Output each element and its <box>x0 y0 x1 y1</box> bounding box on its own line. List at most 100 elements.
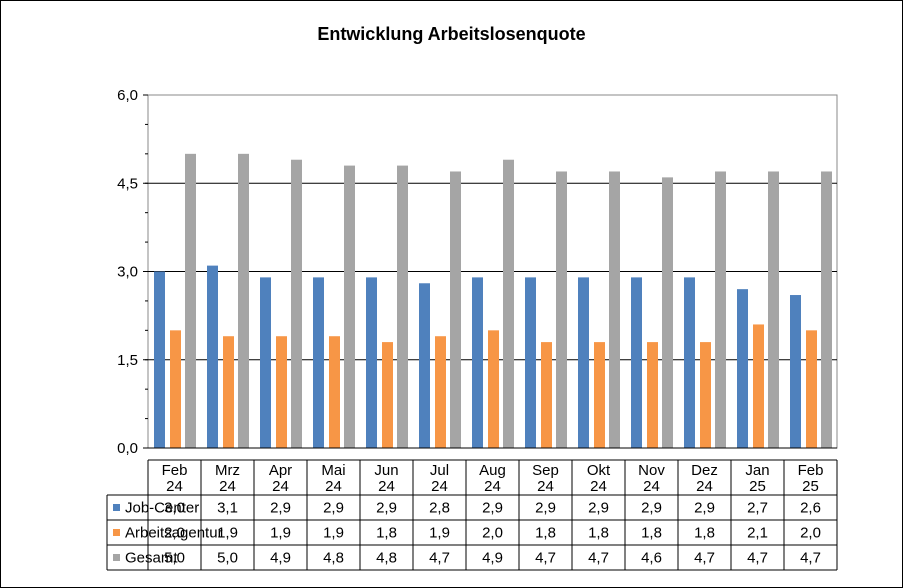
bar <box>238 153 249 449</box>
x-tick-label: Jan <box>745 462 769 479</box>
x-tick-label: 24 <box>378 478 395 495</box>
bar <box>631 277 642 448</box>
data-label: 1,8 <box>641 525 662 542</box>
bar <box>488 330 499 448</box>
bar <box>154 271 165 448</box>
data-label: 3,1 <box>217 500 238 517</box>
bar <box>435 336 446 448</box>
bar <box>662 177 673 448</box>
bar <box>594 342 605 448</box>
bar <box>291 159 302 448</box>
x-tick-label: 25 <box>749 478 766 495</box>
bar <box>647 342 658 448</box>
data-label: 1,9 <box>429 525 450 542</box>
y-tick-label: 6,0 <box>117 87 138 104</box>
data-label: 1,8 <box>376 525 397 542</box>
data-label: 4,9 <box>482 550 503 567</box>
bar <box>715 171 726 448</box>
bar <box>472 277 483 448</box>
bar <box>503 159 514 448</box>
data-label: 1,9 <box>323 525 344 542</box>
data-label: 2,9 <box>376 500 397 517</box>
legend-swatch <box>113 529 120 536</box>
bar <box>806 330 817 448</box>
x-tick-label: Aug <box>479 462 506 479</box>
bar <box>329 336 340 448</box>
data-label: 2,1 <box>747 525 768 542</box>
chart-title: Entwicklung Arbeitslosenquote <box>317 24 586 44</box>
data-label: 1,8 <box>694 525 715 542</box>
data-label: 2,9 <box>270 500 291 517</box>
data-label: 3,0 <box>164 500 185 517</box>
bar <box>700 342 711 448</box>
data-label: 2,0 <box>482 525 503 542</box>
x-tick-label: Sep <box>532 462 559 479</box>
data-label: 4,7 <box>694 550 715 567</box>
x-tick-label: Mai <box>321 462 345 479</box>
bar <box>344 165 355 448</box>
bar <box>737 289 748 448</box>
bar <box>366 277 377 448</box>
x-tick-label: 25 <box>802 478 819 495</box>
y-tick-label: 3,0 <box>117 264 138 281</box>
bar <box>313 277 324 448</box>
data-label: 1,9 <box>217 525 238 542</box>
x-tick-label: 24 <box>325 478 342 495</box>
x-tick-label: 24 <box>431 478 448 495</box>
data-label: 4,6 <box>641 550 662 567</box>
data-label: 4,7 <box>747 550 768 567</box>
bar <box>185 153 196 449</box>
bar <box>541 342 552 448</box>
x-tick-label: Mrz <box>215 462 240 479</box>
x-tick-label: Jul <box>430 462 449 479</box>
bar <box>260 277 271 448</box>
x-tick-label: Apr <box>269 462 292 479</box>
bar <box>753 324 764 448</box>
x-tick-label: Nov <box>638 462 665 479</box>
bar <box>419 283 430 448</box>
data-label: 4,7 <box>588 550 609 567</box>
data-label: 1,8 <box>588 525 609 542</box>
x-tick-label: 24 <box>166 478 183 495</box>
x-tick-label: Feb <box>798 462 824 479</box>
data-label: 4,8 <box>323 550 344 567</box>
x-tick-label: 24 <box>590 478 607 495</box>
data-label: 1,9 <box>270 525 291 542</box>
y-tick-label: 1,5 <box>117 352 138 369</box>
legend-swatch <box>113 554 120 561</box>
data-label: 2,9 <box>323 500 344 517</box>
x-tick-label: 24 <box>484 478 501 495</box>
bar <box>276 336 287 448</box>
data-label: 5,0 <box>217 550 238 567</box>
legend-swatch <box>113 504 120 511</box>
data-label: 2,0 <box>800 525 821 542</box>
data-label: 2,8 <box>429 500 450 517</box>
y-tick-label: 4,5 <box>117 175 138 192</box>
data-label: 5,0 <box>164 550 185 567</box>
bar <box>790 295 801 448</box>
bar <box>170 330 181 448</box>
data-label: 4,7 <box>535 550 556 567</box>
bar <box>578 277 589 448</box>
data-label: 4,7 <box>800 550 821 567</box>
data-label: 2,7 <box>747 500 768 517</box>
x-tick-label: Okt <box>587 462 611 479</box>
x-tick-label: 24 <box>643 478 660 495</box>
bar <box>525 277 536 448</box>
data-label: 1,8 <box>535 525 556 542</box>
bar <box>382 342 393 448</box>
bar <box>397 165 408 448</box>
y-tick-label: 0,0 <box>117 440 138 457</box>
data-label: 2,0 <box>164 525 185 542</box>
bar <box>609 171 620 448</box>
data-label: 2,6 <box>800 500 821 517</box>
bar <box>223 336 234 448</box>
legend-label: Gesamt <box>125 550 178 567</box>
data-label: 2,9 <box>641 500 662 517</box>
bar <box>556 171 567 448</box>
bar <box>768 171 779 448</box>
bar <box>684 277 695 448</box>
bar <box>450 171 461 448</box>
legend-label: Arbeitsagentur <box>125 525 223 542</box>
